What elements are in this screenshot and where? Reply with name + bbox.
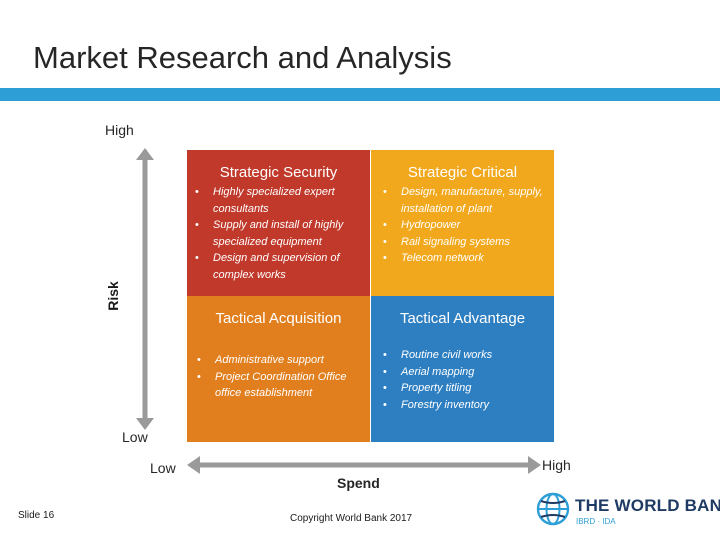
list-item: Rail signaling systems: [383, 234, 548, 251]
list-item: Forestry inventory: [383, 397, 548, 414]
spend-axis-arrow: [187, 456, 541, 474]
quadrant-list: Highly specialized expert consultants Su…: [195, 184, 365, 283]
list-item: Supply and install of highly specialized…: [195, 217, 365, 250]
quadrant-strategic-security: Strategic Security Highly specialized ex…: [187, 150, 370, 296]
quadrant-list: Design, manufacture, supply, installatio…: [383, 184, 548, 267]
list-item: Aerial mapping: [383, 364, 548, 381]
risk-high-label: High: [105, 122, 134, 138]
list-item: Design and supervision of complex works: [195, 250, 365, 283]
world-bank-logo-text: THE WORLD BANK: [575, 496, 720, 515]
quadrant-title: Tactical Advantage: [399, 310, 526, 327]
quadrant-title: Strategic Security: [219, 164, 338, 181]
quadrant-list: Administrative support Project Coordinat…: [197, 352, 367, 402]
risk-axis-arrow: [136, 148, 154, 430]
slide-number: Slide 16: [18, 510, 55, 521]
page-title: Market Research and Analysis: [33, 40, 452, 75]
list-item: Hydropower: [383, 217, 548, 234]
risk-axis-label: Risk: [104, 281, 121, 311]
list-item: Administrative support: [197, 352, 367, 369]
list-item: Highly specialized expert consultants: [195, 184, 365, 217]
list-item: Design, manufacture, supply, installatio…: [383, 184, 548, 217]
copyright-text: Copyright World Bank 2017: [290, 513, 413, 524]
quadrant-list: Routine civil works Aerial mapping Prope…: [383, 347, 548, 413]
list-item: Telecom network: [383, 250, 548, 267]
spend-axis-label: Spend: [337, 475, 380, 491]
list-item: Project Coordination Office office estab…: [197, 369, 367, 402]
list-item: Property titling: [383, 380, 548, 397]
quadrant-tactical-advantage: Tactical Advantage Routine civil works A…: [371, 296, 554, 442]
world-bank-logo-subtext: IBRD · IDA: [576, 517, 616, 526]
spend-low-label: Low: [150, 460, 176, 476]
quadrant-title: Strategic Critical: [407, 164, 518, 181]
list-item: Routine civil works: [383, 347, 548, 364]
title-accent-bar: [0, 88, 720, 101]
quadrant-strategic-critical: Strategic Critical Design, manufacture, …: [371, 150, 554, 296]
quadrant-tactical-acquisition: Tactical Acquisition Administrative supp…: [187, 296, 370, 442]
spend-high-label: High: [542, 457, 571, 473]
world-bank-globe-icon: [536, 492, 570, 526]
quadrant-title: Tactical Acquisition: [215, 310, 342, 327]
risk-low-label: Low: [122, 429, 148, 445]
